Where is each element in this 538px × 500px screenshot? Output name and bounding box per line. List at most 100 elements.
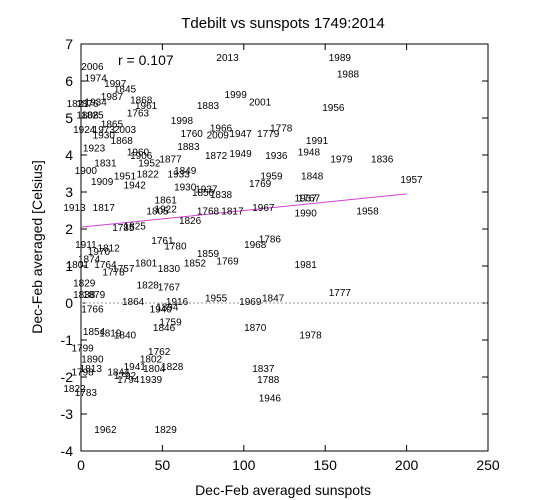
- point-label: 1788: [257, 375, 280, 386]
- y-axis-label: Dec-Feb averaged [Celsius]: [29, 160, 45, 334]
- point-label: 1890: [81, 355, 104, 366]
- point-label: 1830: [158, 264, 181, 275]
- point-label: 1872: [205, 151, 228, 162]
- y-tick-label: -1: [61, 332, 74, 348]
- point-label: 1825: [124, 221, 147, 232]
- point-label: 1998: [171, 116, 194, 127]
- point-label: 1900: [75, 166, 98, 177]
- point-label: 1838: [210, 190, 233, 201]
- point-label: 1952: [138, 158, 161, 169]
- point-label: 1924: [73, 125, 96, 136]
- point-label: 1979: [330, 155, 353, 166]
- x-tick-label: 100: [232, 457, 256, 473]
- point-label: 1804: [143, 364, 166, 375]
- chart-title: Tdebilt vs sunspots 1749:2014: [181, 15, 384, 32]
- point-label: 1967: [252, 203, 275, 214]
- x-tick-label: 250: [476, 457, 500, 473]
- y-tick-label: 2: [65, 221, 73, 237]
- point-label: 1883: [177, 142, 200, 153]
- point-label: 1909: [91, 177, 114, 188]
- point-label: 1780: [164, 242, 187, 253]
- point-label: 1933: [168, 170, 191, 181]
- point-label: 1940: [150, 305, 173, 316]
- point-label: 1968: [244, 240, 267, 251]
- point-label: 1767: [298, 194, 321, 205]
- point-label: 1951: [114, 171, 137, 182]
- point-label: 2009: [207, 131, 230, 142]
- point-label: 1911: [75, 240, 97, 251]
- point-label: 1798: [72, 367, 95, 378]
- point-label: 1997: [104, 79, 127, 90]
- point-label: 1859: [197, 249, 220, 260]
- point-label: 1978: [299, 330, 322, 341]
- point-label: 1916: [166, 297, 189, 308]
- point-label: 1852: [184, 258, 207, 269]
- point-label: 1769: [216, 256, 239, 267]
- point-label: 1850: [192, 188, 215, 199]
- y-tick-label: 4: [65, 147, 73, 163]
- point-label: 1906: [130, 151, 153, 162]
- point-label: 2001: [249, 97, 272, 108]
- point-label: 1840: [114, 330, 137, 341]
- point-label: 2003: [114, 125, 137, 136]
- point-label: 1936: [265, 151, 288, 162]
- point-label: 1913: [63, 203, 86, 214]
- point-label: 1779: [257, 129, 280, 140]
- point-label: 1990: [295, 208, 318, 219]
- point-label: 1942: [124, 181, 147, 192]
- point-label: 1799: [72, 343, 95, 354]
- point-label: 1955: [205, 293, 228, 304]
- point-label: 1828: [137, 281, 160, 292]
- y-tick-label: 0: [65, 295, 73, 311]
- point-label: 1864: [122, 297, 145, 308]
- point-label: 1876: [76, 99, 99, 110]
- point-label: 1874: [78, 255, 101, 266]
- point-label: 1991: [306, 136, 329, 147]
- point-label: 1962: [94, 425, 117, 436]
- point-label: 1777: [329, 288, 352, 299]
- point-label: 1930: [174, 182, 197, 193]
- point-label: 1948: [298, 147, 321, 158]
- point-label: 1762: [148, 347, 171, 358]
- point-label: 1956: [322, 103, 345, 114]
- point-label: 1829: [155, 425, 178, 436]
- point-label: 2013: [216, 53, 239, 64]
- plot-frame: [80, 43, 489, 452]
- point-label: 1981: [295, 260, 318, 271]
- point-label: 1958: [356, 207, 379, 218]
- point-label: 1767: [158, 282, 181, 293]
- point-label: 1973: [93, 125, 116, 136]
- x-tick-label: 0: [77, 457, 85, 473]
- x-tick-label: 200: [395, 457, 419, 473]
- y-tick-label: -3: [61, 406, 74, 422]
- point-label: 1802: [140, 355, 163, 366]
- point-label: 1786: [259, 234, 282, 245]
- point-label: 1844: [107, 367, 130, 378]
- point-label: 1970: [88, 247, 111, 258]
- point-label: 1934: [85, 97, 108, 108]
- point-label: 1930: [93, 131, 116, 142]
- point-label: 1792: [114, 371, 137, 382]
- point-label: 1922: [155, 205, 178, 216]
- regression-line: [80, 193, 407, 228]
- y-tick-label: 3: [65, 184, 73, 200]
- point-label: 1812: [98, 244, 121, 255]
- point-label: 1838: [73, 290, 96, 301]
- y-tick-label: 5: [65, 110, 73, 126]
- point-label: 1989: [329, 53, 352, 64]
- point-label: 1821: [67, 99, 90, 110]
- point-label: 1961: [135, 101, 158, 112]
- point-label: 2006: [81, 62, 104, 73]
- point-label: 1825: [81, 110, 104, 121]
- point-label: 1757: [112, 264, 135, 275]
- point-label: 1817: [221, 207, 244, 218]
- point-label: 1959: [260, 171, 283, 182]
- point-label: 1768: [197, 207, 220, 218]
- point-label: 1987: [101, 92, 124, 103]
- point-label: 1766: [81, 305, 104, 316]
- point-label: 1778: [102, 268, 125, 279]
- point-label: 1939: [140, 375, 163, 386]
- point-label: 1960: [127, 147, 150, 158]
- point-label: 1801: [135, 258, 158, 269]
